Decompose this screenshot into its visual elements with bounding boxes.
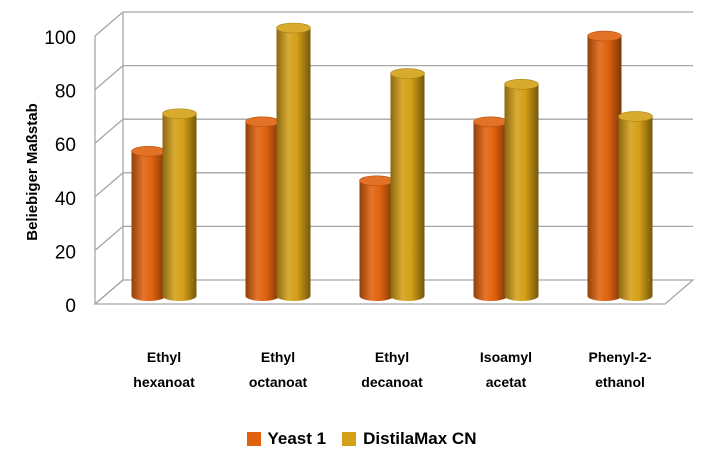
y-tick-label: 60 [55,135,76,156]
bar-top [359,175,394,187]
bar-top [245,116,280,128]
bar-body [587,36,622,301]
y-tick-label: 100 [44,28,76,49]
bar-top [390,68,425,79]
y-tick-label: 40 [55,189,76,210]
y-axis-ticks: 0 20 40 60 80 100 [44,28,76,317]
bar-body [504,84,539,301]
bar-yeast-1 [131,145,166,301]
legend: Yeast 1 DistilaMax CN [0,424,723,454]
x-axis-ticks: Ethyl hexanoat Ethyl octanoat Ethyl decanoat I… [133,349,652,390]
x-tick-label: Phenyl-2-ethanol [588,349,651,390]
bar-top [473,116,508,128]
y-tick-label: 20 [55,242,76,263]
gridline-side [94,225,124,251]
bar-distilamax-cn [618,111,653,301]
x-tick-label: Isoamyl acetat [480,349,532,390]
gridline-side [94,118,124,144]
bar-yeast-1 [359,175,394,301]
bar-top [618,111,653,122]
bar-body [162,113,197,301]
legend-swatch [246,432,261,446]
bar-body [473,121,508,301]
bar-distilamax-cn [276,22,311,301]
y-tick-label: 0 [65,296,76,317]
bar-top [504,78,539,90]
bar-distilamax-cn [162,108,197,301]
bar-distilamax-cn [390,68,425,301]
bar-yeast-1 [587,30,622,301]
legend-label: DistilaMax CN [363,429,477,448]
floor [93,279,695,305]
y-tick-label: 80 [55,82,76,103]
bar-body [390,73,425,301]
bar-top [587,30,622,42]
bar-yeast-1 [473,116,508,301]
gridline-side [94,172,124,198]
bar-body [359,180,394,301]
gridline-side [94,65,124,91]
gridline-side [94,11,124,37]
bars [131,22,653,301]
y-axis-label: Beliebiger Maßstab [24,103,41,241]
bar-body [245,121,280,301]
bar-body [618,116,653,301]
bar-top [276,22,311,34]
bar-top [131,145,166,157]
legend-label: Yeast 1 [267,429,327,448]
bar-distilamax-cn [504,78,539,301]
legend-item: Yeast 1 [246,429,327,449]
bar-body [276,28,311,301]
x-tick-label: Ethyl decanoat [361,349,423,390]
legend-item: DistilaMax CN [342,429,476,449]
bar-top [162,108,197,120]
bar-yeast-1 [245,116,280,301]
bar-body [131,151,166,301]
x-tick-label: Ethyl hexanoat [133,349,195,390]
x-tick-label: Ethyl octanoat [249,349,308,390]
legend-swatch [342,432,357,446]
